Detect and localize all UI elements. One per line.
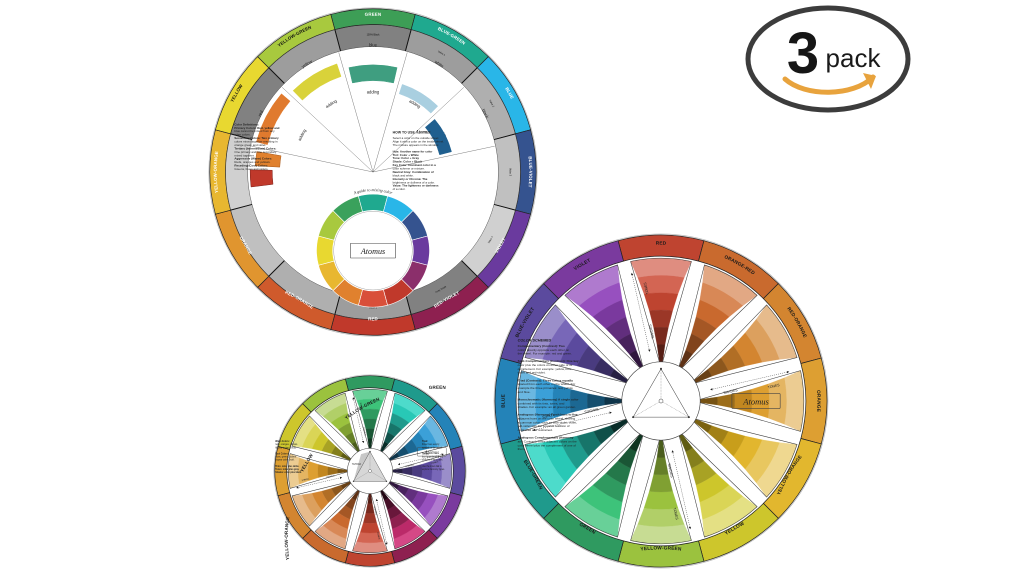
svg-text:GREEN: GREEN (365, 12, 382, 17)
svg-text:controlled and restrained.: controlled and restrained. (518, 428, 553, 432)
svg-text:Shades: color plus black.: Shades: color plus black. (275, 472, 302, 474)
svg-text:pack: pack (826, 43, 882, 73)
svg-text:violet and red-violet.: violet and red-violet. (518, 371, 546, 375)
svg-text:3: 3 (787, 21, 819, 86)
svg-text:Warm Colors:: Warm Colors: (275, 441, 290, 443)
svg-text:GREEN: GREEN (429, 385, 446, 390)
svg-text:Greens, blues and violets.: Greens, blues and violets. (234, 167, 268, 171)
svg-text:Cool Colors:: Cool Colors: (275, 453, 288, 455)
svg-text:shades. For example: an all gr: shades. For example: an all green garden… (518, 405, 577, 409)
svg-text:Value 3: Value 3 (508, 168, 511, 177)
svg-text:YELLOW-ORANGE: YELLOW-ORANGE (284, 516, 291, 560)
svg-text:100% Black: 100% Black (367, 34, 381, 37)
svg-text:of a color.: of a color. (393, 187, 406, 191)
svg-text:BLUE-VIOLET: BLUE-VIOLET (527, 156, 533, 188)
svg-text:The mixture appears in the win: The mixture appears in the window. (393, 143, 439, 147)
svg-text:reds, oranges, yellows.: reds, oranges, yellows. (275, 444, 298, 446)
svg-text:RED: RED (368, 316, 378, 321)
svg-text:adding: adding (367, 89, 380, 94)
svg-text:blue: blue (369, 43, 378, 48)
svg-text:the wheel. For example: red a: the wheel. For example: red and green. (518, 352, 572, 356)
svg-text:COLOR SCHEMES: COLOR SCHEMES (518, 339, 552, 343)
svg-text:Atomus: Atomus (360, 247, 385, 256)
svg-text:Tones: color plus gray.: Tones: color plus gray. (275, 469, 299, 471)
svg-text:Triad:: Triad: (422, 441, 428, 443)
svg-text:Atomus: Atomus (742, 397, 769, 407)
svg-text:and blue.: and blue. (518, 390, 531, 394)
svg-text:color wheel plus the complemen: color wheel plus the complement of one o… (518, 443, 576, 447)
svg-text:them.: them. (518, 447, 526, 451)
